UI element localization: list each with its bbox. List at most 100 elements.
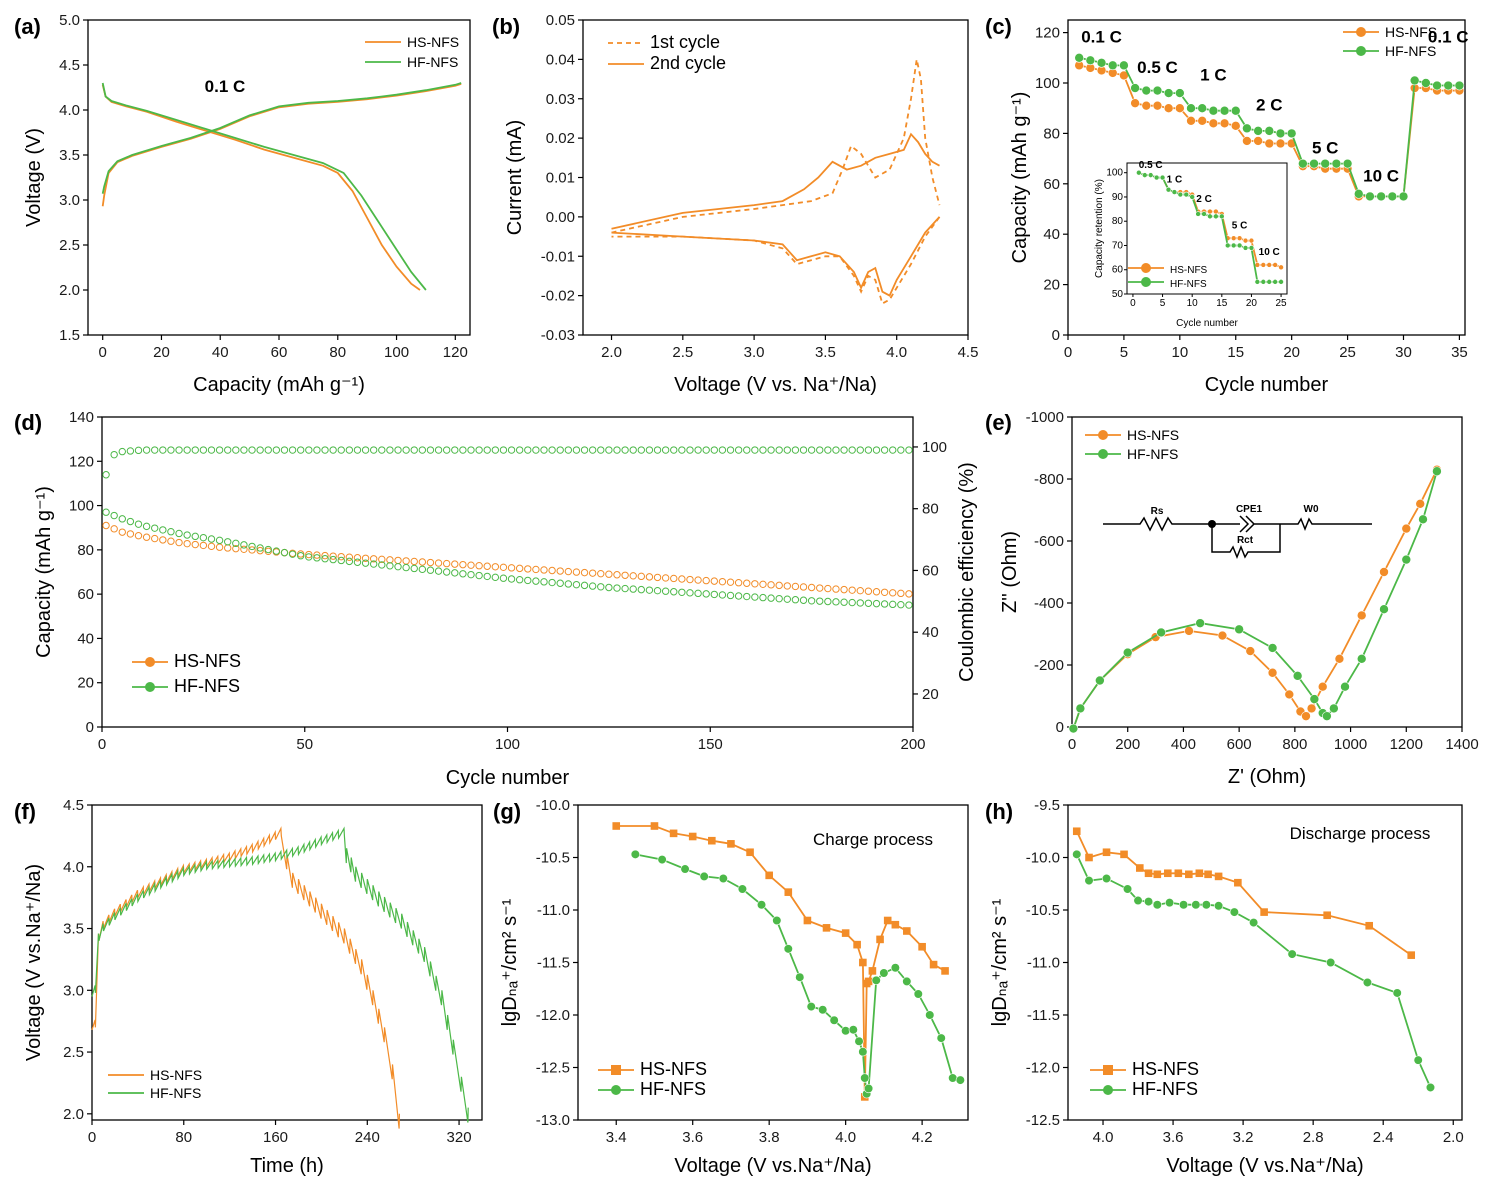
hs-point xyxy=(1208,118,1219,129)
y-tick-label: 3.0 xyxy=(59,192,80,209)
y-tick-label: -400 xyxy=(1034,595,1064,612)
x-tick-label: 160 xyxy=(263,1129,288,1146)
y-axis-label: Capacity (mAh g⁻¹) xyxy=(33,486,55,658)
hf-ce-point xyxy=(637,446,646,454)
hs-capacity-point xyxy=(540,566,548,574)
x-tick-label: 4.0 xyxy=(1093,1129,1114,1146)
x-tick-label: 400 xyxy=(1171,736,1196,753)
hf-ce-point xyxy=(694,446,702,454)
inset-rate-label: 5 C xyxy=(1232,221,1248,232)
y-tick-label: -11.0 xyxy=(537,902,570,919)
hs-point xyxy=(1230,121,1241,131)
hf-point xyxy=(1130,83,1140,93)
x-tick-label: 4.0 xyxy=(835,1129,856,1146)
y-tick-label: 0 xyxy=(86,719,94,736)
inset-hf-point xyxy=(1278,279,1284,285)
rate-label: 5 C xyxy=(1312,139,1338,158)
hf-ce-point xyxy=(734,446,743,454)
hf-capacity-point xyxy=(889,600,897,609)
y-axis-label: lgDₙₐ⁺/cm² s⁻¹ xyxy=(989,898,1011,1026)
hf-point xyxy=(1072,849,1082,859)
hs-capacity-point xyxy=(240,545,248,554)
hf-capacity-point xyxy=(459,570,467,578)
hs-capacity-point xyxy=(864,587,873,595)
hf-capacity-point xyxy=(532,577,540,585)
hs-point xyxy=(1197,116,1207,126)
hs-capacity-point xyxy=(775,581,783,590)
hf-point xyxy=(1275,128,1286,139)
hs-line xyxy=(1072,469,1438,729)
hf-point xyxy=(1267,643,1278,653)
hf-capacity-point xyxy=(880,600,889,608)
hs-capacity-point xyxy=(191,540,199,549)
hs-capacity-point xyxy=(751,580,759,588)
y-tick-label: -10.5 xyxy=(1026,902,1060,919)
x-tick-label: 15 xyxy=(1227,344,1244,361)
hs-capacity-point xyxy=(532,565,540,574)
hf-capacity-point xyxy=(824,597,832,606)
y-tick-label: 4.0 xyxy=(63,859,84,876)
hf-capacity-point xyxy=(694,589,702,598)
rate-label: 0.5 C xyxy=(1137,58,1178,77)
hf-capacity-point xyxy=(224,538,232,546)
x-tick-label: 3.5 xyxy=(815,344,836,361)
hf-point xyxy=(1163,88,1174,98)
hs-point xyxy=(876,935,884,944)
hf-ce-point xyxy=(199,446,208,454)
hs-capacity-point xyxy=(434,559,443,567)
hf-point xyxy=(1454,80,1465,91)
y-tick-label: -800 xyxy=(1034,471,1064,488)
inset-x-tick-label: 20 xyxy=(1246,298,1258,309)
hf-ce-point xyxy=(272,446,281,454)
hf-point xyxy=(1425,1082,1436,1093)
y-tick-label: 120 xyxy=(69,453,94,470)
hf-point xyxy=(1365,191,1375,202)
hf-point xyxy=(699,871,709,882)
y-tick-label: 40 xyxy=(1043,226,1060,243)
hf-point xyxy=(1292,671,1303,681)
hf-ce-point xyxy=(418,446,427,454)
inset-hf-point xyxy=(1183,191,1190,198)
cv-curve xyxy=(611,132,940,230)
inset-hf-point xyxy=(1201,211,1207,217)
hs-capacity-point xyxy=(215,543,224,551)
y-tick-label: 0.01 xyxy=(546,170,575,187)
hs-point xyxy=(1334,653,1345,664)
hs-capacity-point xyxy=(361,554,370,562)
inset-hs-point xyxy=(1230,235,1237,242)
rate-label: 0.1 C xyxy=(1428,28,1469,47)
hf-ce-point xyxy=(305,446,313,454)
hs-point xyxy=(1144,869,1153,878)
legend-hf-marker xyxy=(1103,1085,1113,1095)
hf-ce-point xyxy=(629,446,637,454)
hf-ce-point xyxy=(183,446,191,454)
hf-capacity-point xyxy=(897,600,905,609)
hs-capacity-point xyxy=(394,556,402,565)
x-tick-label: 2.8 xyxy=(1303,1129,1324,1146)
inset-hf-point xyxy=(1177,191,1184,198)
hs-capacity-point xyxy=(613,571,621,579)
hs-point xyxy=(918,942,926,951)
hf-point xyxy=(1249,917,1259,928)
hs-point xyxy=(1260,908,1268,916)
legend-hs-marker xyxy=(611,1065,621,1075)
hf-ce-point xyxy=(848,446,856,454)
x-tick-label: 100 xyxy=(384,344,409,361)
hf-capacity-point xyxy=(337,556,345,565)
hs-capacity-point xyxy=(345,553,354,561)
inset-y-tick-label: 90 xyxy=(1112,192,1124,203)
hs-point xyxy=(746,848,754,857)
plot-frame xyxy=(1071,416,1463,728)
hf-point xyxy=(1122,884,1133,894)
hf-capacity-point xyxy=(159,526,167,534)
hf-point xyxy=(1242,123,1252,134)
hf-ce-point xyxy=(597,446,605,454)
x-tick-label: 100 xyxy=(495,736,520,753)
hf-capacity-point xyxy=(548,578,556,587)
series-line xyxy=(101,82,427,291)
hf-capacity-point xyxy=(118,515,126,523)
legend-hf-label: HF-NFS xyxy=(174,676,240,696)
hs-capacity-point xyxy=(889,589,897,597)
hs-capacity-point xyxy=(694,576,702,584)
hf-point xyxy=(818,1005,828,1015)
